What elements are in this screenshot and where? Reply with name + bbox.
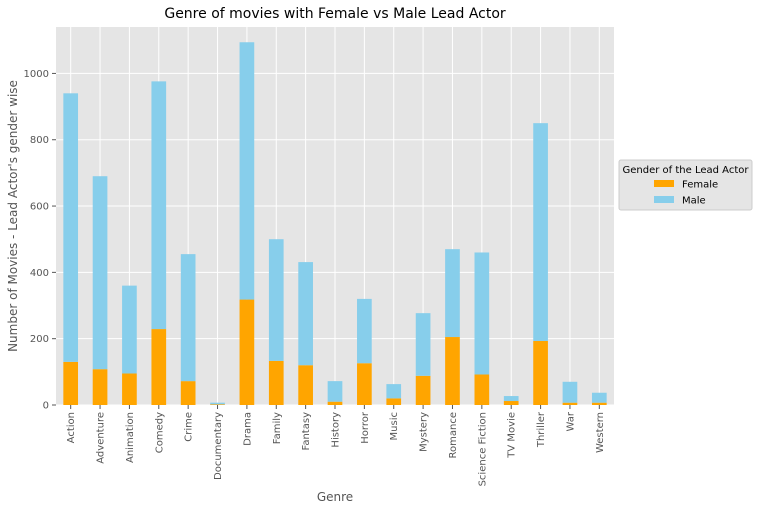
bar-male — [122, 285, 137, 374]
x-tick-label: Animation — [125, 412, 136, 463]
bar-male — [63, 93, 79, 362]
bar-female — [327, 401, 343, 405]
legend-label-female: Female — [682, 180, 718, 191]
bar-female — [63, 361, 79, 405]
legend-swatch-female — [654, 180, 674, 187]
x-tick-label: Horror — [360, 411, 371, 444]
bar-male — [327, 381, 343, 402]
y-tick-label: 400 — [30, 268, 49, 279]
x-axis-ticks: Action Adventure Animation Comedy Crime Docum… — [66, 405, 606, 486]
bar-female — [386, 398, 402, 405]
y-tick-label: 800 — [30, 135, 49, 146]
bar-female — [151, 329, 167, 405]
bar-male — [533, 123, 548, 342]
bar-male — [386, 384, 402, 399]
bar-female — [298, 365, 313, 405]
bar-male — [415, 313, 431, 376]
bar-male — [180, 254, 196, 382]
y-tick-label: 0 — [43, 401, 49, 412]
bar-female — [474, 374, 490, 405]
legend-title: Gender of the Lead Actor — [623, 165, 750, 176]
x-tick-label: Romance — [448, 412, 459, 458]
legend-swatch-male — [654, 196, 674, 203]
bar-female — [415, 375, 431, 405]
bar-male — [474, 252, 490, 375]
bar-female — [503, 401, 519, 405]
bar-female — [533, 341, 548, 405]
y-axis-ticks: 0 200 400 600 800 1000 — [24, 69, 56, 412]
bar-male — [298, 262, 313, 366]
x-tick-label: Thriller — [536, 411, 547, 448]
x-tick-label: History — [331, 412, 342, 448]
x-tick-label: Crime — [184, 412, 195, 442]
y-tick-label: 200 — [30, 334, 49, 345]
legend-box — [618, 159, 753, 211]
bars — [63, 42, 607, 405]
bar-female — [591, 402, 607, 405]
bar-male — [210, 402, 225, 405]
bar-male — [591, 392, 607, 403]
y-tick-label: 600 — [30, 202, 49, 213]
bar-male — [92, 176, 108, 370]
chart-title: Genre of movies with Female vs Male Lead… — [164, 6, 506, 22]
x-tick-label: Drama — [242, 412, 253, 446]
x-axis-label: Genre — [317, 490, 353, 504]
x-tick-label: Fantasy — [301, 412, 312, 451]
legend-items: Female Male — [654, 180, 718, 207]
x-tick-label: Comedy — [154, 412, 165, 453]
bar-male — [268, 239, 284, 361]
bar-female — [180, 381, 196, 405]
legend-label-male: Male — [682, 196, 706, 207]
bar-male — [151, 81, 167, 330]
bar-male — [503, 396, 519, 402]
bar-female — [210, 404, 225, 405]
x-tick-label: Family — [272, 412, 283, 444]
x-tick-label: Documentary — [213, 412, 224, 480]
bar-male — [445, 249, 460, 338]
bar-female — [268, 360, 284, 405]
bar-male — [239, 42, 255, 300]
bar-female — [562, 402, 578, 405]
x-tick-label: TV Movie — [507, 412, 518, 459]
legend: Gender of the Lead Actor Female Male — [618, 159, 753, 211]
y-axis-label: Number of Movies - Lead Actor's gender w… — [6, 80, 20, 352]
x-tick-label: Science Fiction — [477, 412, 488, 486]
x-tick-label: War — [565, 411, 576, 431]
x-tick-label: Adventure — [96, 412, 107, 464]
bar-female — [445, 337, 460, 405]
x-tick-label: Western — [595, 412, 606, 453]
bar-female — [239, 299, 255, 405]
bar-female — [92, 369, 108, 405]
x-tick-label: Mystery — [419, 412, 430, 452]
bar-male — [357, 298, 372, 364]
y-tick-label: 1000 — [24, 69, 49, 80]
bar-female — [357, 363, 372, 405]
x-tick-label: Action — [66, 412, 77, 443]
bar-male — [562, 381, 578, 403]
bar-female — [122, 373, 137, 405]
x-tick-label: Music — [389, 412, 400, 440]
